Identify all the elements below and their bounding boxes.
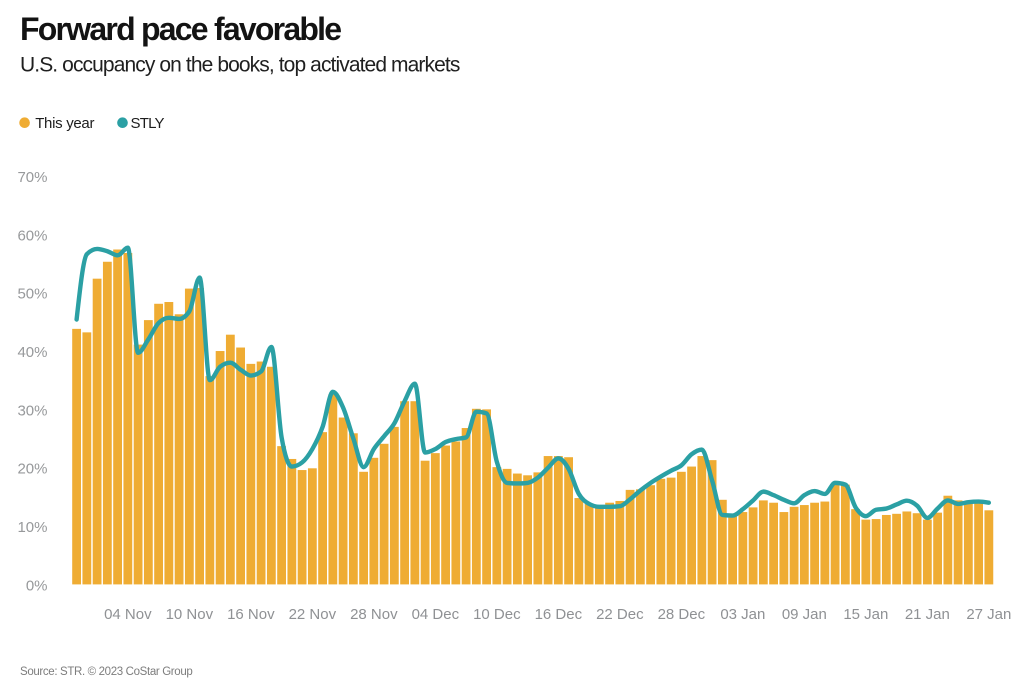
svg-text:30%: 30%: [17, 402, 47, 419]
svg-text:16 Nov: 16 Nov: [227, 606, 275, 623]
svg-text:09 Jan: 09 Jan: [782, 606, 827, 623]
svg-text:U.S. occupancy on the books, t: U.S. occupancy on the books, top activat…: [20, 54, 460, 77]
svg-text:03 Jan: 03 Jan: [720, 606, 765, 623]
svg-text:10%: 10%: [17, 519, 47, 536]
svg-text:This year: This year: [35, 115, 94, 132]
svg-text:10 Nov: 10 Nov: [166, 606, 214, 623]
svg-text:50%: 50%: [17, 286, 47, 303]
svg-text:28 Dec: 28 Dec: [658, 606, 706, 623]
svg-text:20%: 20%: [17, 461, 47, 478]
svg-text:04 Nov: 04 Nov: [104, 606, 152, 623]
svg-text:21 Jan: 21 Jan: [905, 606, 950, 623]
svg-text:04 Dec: 04 Dec: [412, 606, 460, 623]
svg-text:Source: STR. © 2023 CoStar Gro: Source: STR. © 2023 CoStar Group: [20, 666, 192, 678]
svg-text:15 Jan: 15 Jan: [843, 606, 888, 623]
svg-text:27 Jan: 27 Jan: [966, 606, 1011, 623]
svg-text:28 Nov: 28 Nov: [350, 606, 398, 623]
svg-text:0%: 0%: [26, 577, 48, 594]
svg-text:22 Dec: 22 Dec: [596, 606, 644, 623]
svg-text:70%: 70%: [17, 169, 47, 186]
svg-text:10 Dec: 10 Dec: [473, 606, 521, 623]
svg-text:16 Dec: 16 Dec: [535, 606, 583, 623]
svg-text:22 Nov: 22 Nov: [289, 606, 337, 623]
svg-text:40%: 40%: [17, 344, 47, 361]
svg-text:Forward pace favorable: Forward pace favorable: [20, 11, 341, 47]
svg-text:STLY: STLY: [131, 115, 165, 132]
svg-text:60%: 60%: [17, 227, 47, 244]
